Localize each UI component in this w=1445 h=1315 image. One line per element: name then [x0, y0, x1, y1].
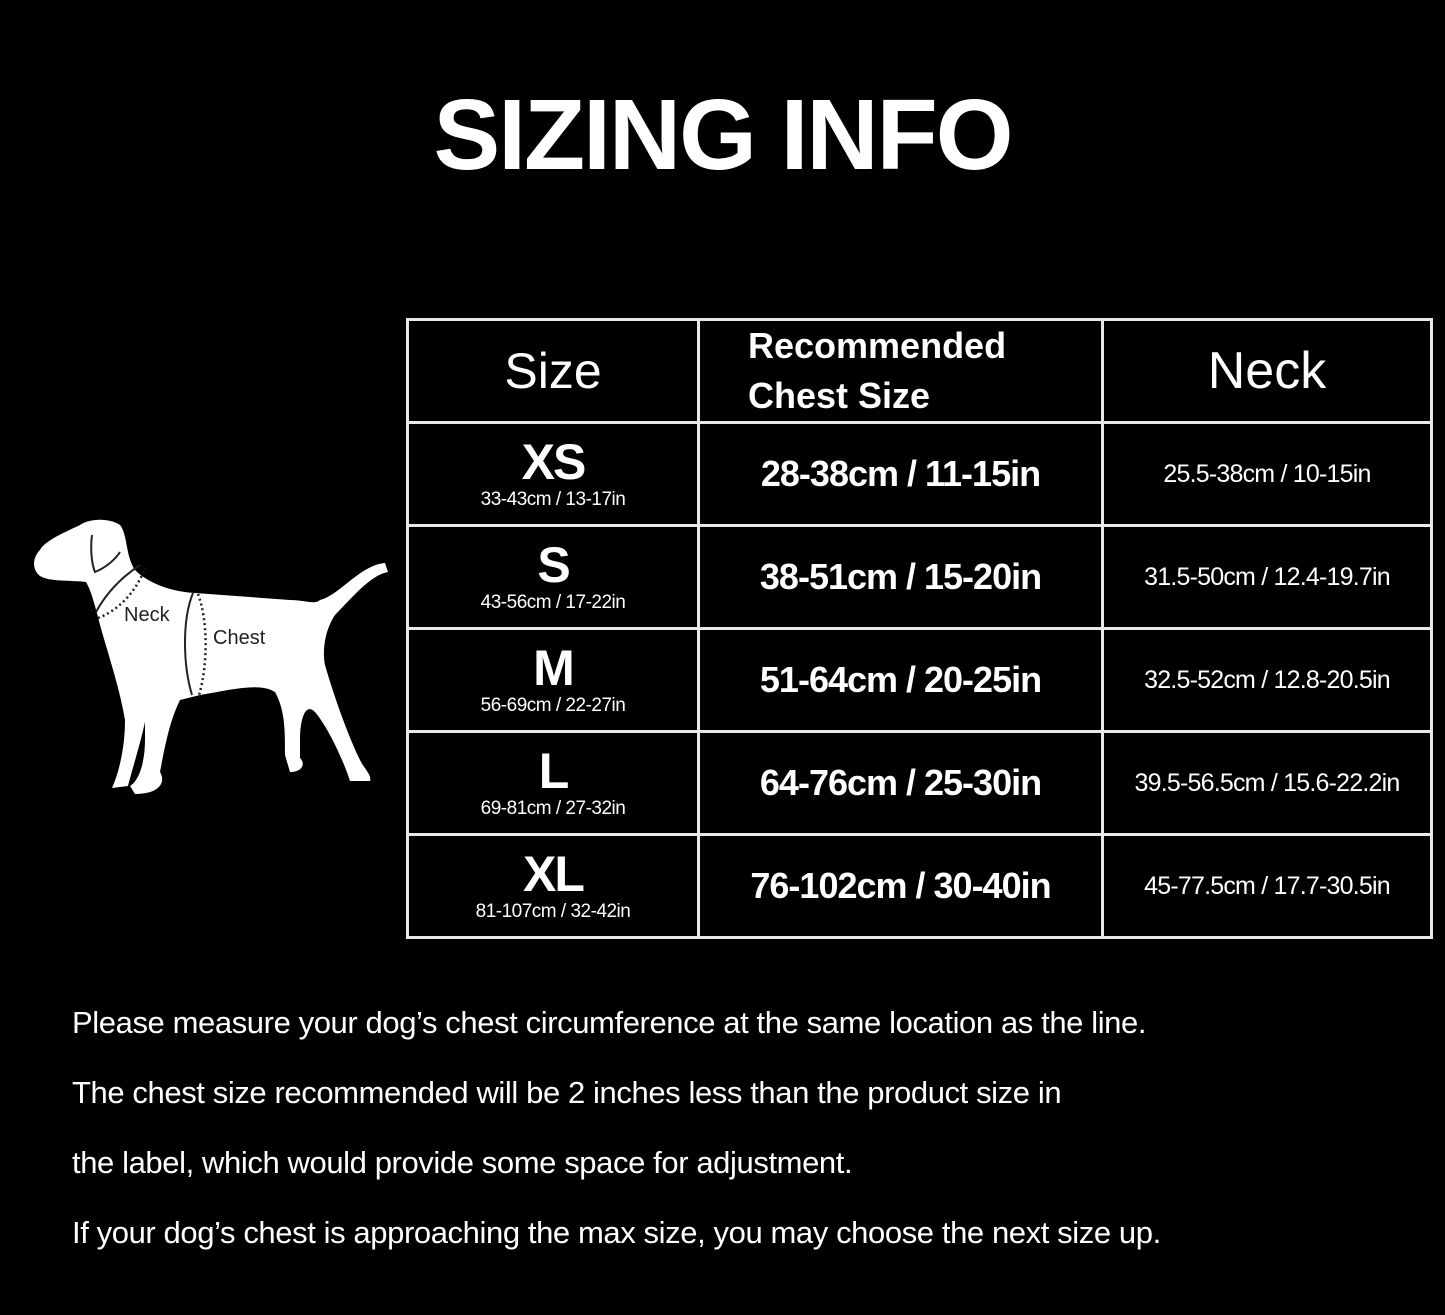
product-size: 33-43cm / 13-17in — [480, 489, 626, 510]
neck-dotted-line — [97, 567, 147, 620]
page-title: SIZING INFO — [433, 79, 1014, 191]
chest-line — [184, 592, 194, 696]
header-size: Size — [406, 318, 700, 424]
neck-range: 32.5-52cm / 12.8-20.5in — [1101, 627, 1433, 733]
note-line: the label, which would provide some spac… — [72, 1145, 853, 1180]
chest-range: 28-38cm / 11-15in — [697, 421, 1104, 527]
chest-dotted-line — [196, 593, 207, 696]
note-line: If your dog’s chest is approaching the m… — [72, 1215, 1161, 1250]
size-label: L — [538, 743, 570, 799]
product-size: 43-56cm / 17-22in — [480, 592, 626, 613]
table-header-row: Size Recommended Chest Size Neck — [406, 318, 1433, 424]
chest-range: 51-64cm / 20-25in — [697, 627, 1104, 733]
neck-range: 39.5-56.5cm / 15.6-22.2in — [1101, 730, 1433, 836]
table-row: S 43-56cm / 17-22in 38-51cm / 15-20in 31.… — [406, 524, 1433, 630]
dog-silhouette — [34, 519, 388, 794]
neck-line — [95, 564, 141, 613]
table-row: XL 81-107cm / 32-42in 76-102cm / 30-40in … — [406, 833, 1433, 939]
size-label: XS — [521, 434, 587, 490]
dog-measurement-diagram: Neck Chest — [34, 519, 388, 794]
product-size: 56-69cm / 22-27in — [480, 695, 626, 716]
chest-range: 38-51cm / 15-20in — [697, 524, 1104, 630]
note-line: Please measure your dog’s chest circumfe… — [72, 1005, 1147, 1040]
product-size: 69-81cm / 27-32in — [480, 798, 626, 819]
neck-range: 25.5-38cm / 10-15in — [1101, 421, 1433, 527]
neck-label: Neck — [124, 604, 171, 626]
sizing-table: Size Recommended Chest Size Neck XS 33-43… — [406, 318, 1433, 939]
chest-range: 64-76cm / 25-30in — [697, 730, 1104, 836]
sizing-notes: Please measure your dog’s chest circumfe… — [72, 1002, 1161, 1282]
chest-label: Chest — [213, 627, 266, 649]
header-chest: Recommended Chest Size — [697, 318, 1104, 424]
table-row: L 69-81cm / 27-32in 64-76cm / 25-30in 39.… — [406, 730, 1433, 836]
header-neck: Neck — [1101, 318, 1433, 424]
neck-range: 31.5-50cm / 12.4-19.7in — [1101, 524, 1433, 630]
chest-range: 76-102cm / 30-40in — [697, 833, 1104, 939]
header-chest-line1: Recommended — [748, 325, 1007, 366]
header-chest-line2: Chest Size — [748, 375, 931, 416]
product-size: 81-107cm / 32-42in — [475, 901, 631, 922]
size-label: XL — [523, 846, 585, 902]
ear-line — [90, 534, 121, 574]
size-label: M — [533, 640, 575, 696]
table-row: M 56-69cm / 22-27in 51-64cm / 20-25in 32.… — [406, 627, 1433, 733]
neck-range: 45-77.5cm / 17.7-30.5in — [1101, 833, 1433, 939]
table-row: XS 33-43cm / 13-17in 28-38cm / 11-15in 25… — [406, 421, 1433, 527]
size-label: S — [537, 537, 570, 593]
note-line: The chest size recommended will be 2 inc… — [72, 1075, 1062, 1110]
